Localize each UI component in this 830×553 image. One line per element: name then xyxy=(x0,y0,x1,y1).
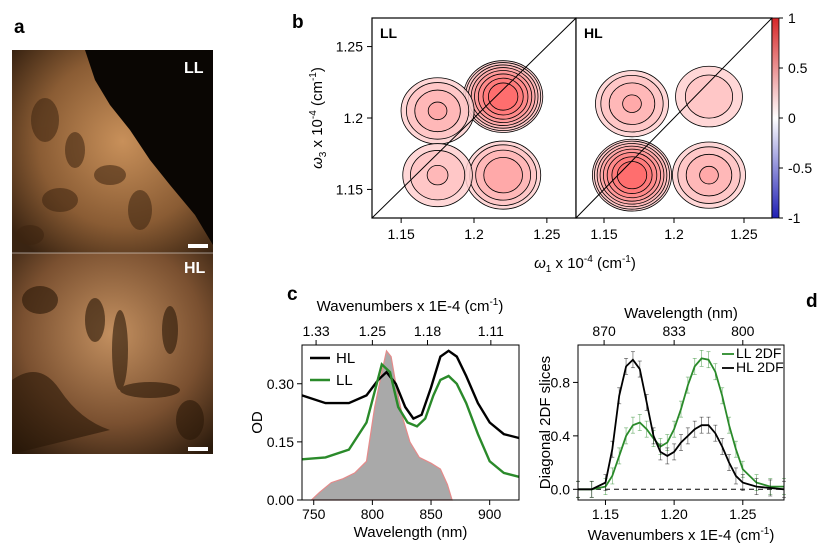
y-axis-label: ω3 x 10-4 (cm-1) xyxy=(308,67,329,169)
y-tick-label: 0.15 xyxy=(267,434,294,450)
chart-d-diagonal-slices: 1.15 1.20 1.25 0.0 0.4 0.8 870 833 800 Wavenumber… xyxy=(537,305,786,544)
contour-peak4-level2 xyxy=(684,74,734,119)
contour-peak1-level8 xyxy=(616,161,648,190)
scale-bar-ll xyxy=(188,244,208,248)
top-tick-label: 1.33 xyxy=(302,323,329,339)
contour-peak3-level4 xyxy=(699,165,719,185)
y-tick-label: 1.25 xyxy=(336,39,363,55)
x-axis-label: Wavelength (nm) xyxy=(354,524,468,541)
y-tick-label: 0.30 xyxy=(267,376,294,392)
panel-a-images: LL HL xyxy=(12,50,213,454)
top-axis-label: Wavelength (nm) xyxy=(624,305,738,322)
plot-frame xyxy=(301,344,520,501)
chart-c-absorption: 750 800 850 900 0.00 0.15 0.30 1.33 1.25 1.18 1.11… xyxy=(249,297,520,541)
x-tick-label: 1.2 xyxy=(664,226,684,242)
y-tick-label: 1.2 xyxy=(344,110,364,126)
panel-label-c: c xyxy=(287,284,298,305)
panel-label-b: b xyxy=(292,12,304,33)
legend-label-hl-2df: HL 2DF xyxy=(736,359,784,375)
series-hl-2df-line xyxy=(578,358,785,491)
micrograph-hl xyxy=(12,253,213,454)
top-axis-label: Wavenumbers x 1E-4 (cm-1) xyxy=(317,297,504,315)
x-axis-label: ω1 x 10-4 (cm-1) xyxy=(534,254,636,275)
micrograph-hl-label: HL xyxy=(184,260,206,277)
contour-peak4-level3 xyxy=(426,164,449,186)
colorbar-tick-label: 1 xyxy=(788,10,796,26)
colorbar-tick-label: -0.5 xyxy=(788,160,812,176)
x-tick-label: 1.25 xyxy=(729,506,756,522)
y-tick-label: 1.15 xyxy=(336,181,363,197)
contour-peak1-level8 xyxy=(487,82,519,111)
x-tick-label: 1.15 xyxy=(388,226,415,242)
x-tick-label: 1.2 xyxy=(464,226,484,242)
y-axis-label: OD xyxy=(249,411,266,434)
diagonal-line xyxy=(372,18,576,218)
colorbar-tick-label: -1 xyxy=(788,210,801,226)
top-tick-label: 1.18 xyxy=(414,323,441,339)
scale-bar-hl xyxy=(188,447,208,451)
panel-label-d: d xyxy=(806,291,818,312)
spectrum-ll xyxy=(372,18,576,218)
chart-b-2d-spectra: LL 1.15 1.2 1.25 HL 1.15 1.2 1.25 1.15 1.2 1.25 1 0.… xyxy=(308,10,812,275)
y-tick-label: 0.8 xyxy=(551,374,571,390)
x-tick-label: 1.15 xyxy=(590,226,617,242)
y-axis-label: Diagonal 2DF slices xyxy=(537,356,554,489)
legend-label-ll-2df: LL 2DF xyxy=(736,345,781,361)
x-tick-label: 800 xyxy=(361,506,385,522)
top-tick-label: 1.25 xyxy=(359,323,386,339)
spectrum-hl xyxy=(576,18,772,218)
diagonal-line xyxy=(576,18,772,218)
x-tick-label: 1.15 xyxy=(592,506,619,522)
panel-label-a: a xyxy=(14,17,25,38)
x-tick-label: 850 xyxy=(419,506,443,522)
x-tick-label: 750 xyxy=(302,506,326,522)
x-tick-label: 1.20 xyxy=(661,506,688,522)
x-axis-label: Wavenumbers x 1E-4 (cm-1) xyxy=(588,526,775,544)
legend-label-ll: LL xyxy=(336,372,353,389)
contour-peak2-level4 xyxy=(427,101,448,121)
x-tick-label: 1.25 xyxy=(730,226,757,242)
contour-peak3-level4 xyxy=(483,156,523,194)
laser-spectrum-area xyxy=(309,349,453,501)
top-tick-label: 870 xyxy=(592,323,616,339)
y-tick-label: 0.0 xyxy=(551,481,571,497)
colorbar-tick-label: 0.5 xyxy=(788,60,808,76)
series-ll-line xyxy=(301,362,520,478)
top-tick-label: 1.11 xyxy=(478,323,504,339)
y-tick-label: 0.00 xyxy=(267,492,294,508)
plot-frame xyxy=(577,344,785,501)
micrograph-ll-label: LL xyxy=(184,60,204,77)
top-tick-label: 800 xyxy=(731,323,755,339)
colorbar-tick-label: 0 xyxy=(788,110,796,126)
series-ll-2df-line xyxy=(578,357,784,491)
x-tick-label: 900 xyxy=(478,506,502,522)
spectrum-label-hl: HL xyxy=(584,25,603,41)
series-hl-line xyxy=(301,349,520,440)
contour-peak2-level4 xyxy=(622,94,642,113)
legend-label-hl: HL xyxy=(336,350,355,367)
micrograph-ll xyxy=(12,50,213,253)
y-tick-label: 0.4 xyxy=(551,428,571,444)
top-tick-label: 833 xyxy=(662,323,686,339)
colorbar xyxy=(771,17,780,219)
spectrum-label-ll: LL xyxy=(380,25,398,41)
x-tick-label: 1.25 xyxy=(533,226,560,242)
